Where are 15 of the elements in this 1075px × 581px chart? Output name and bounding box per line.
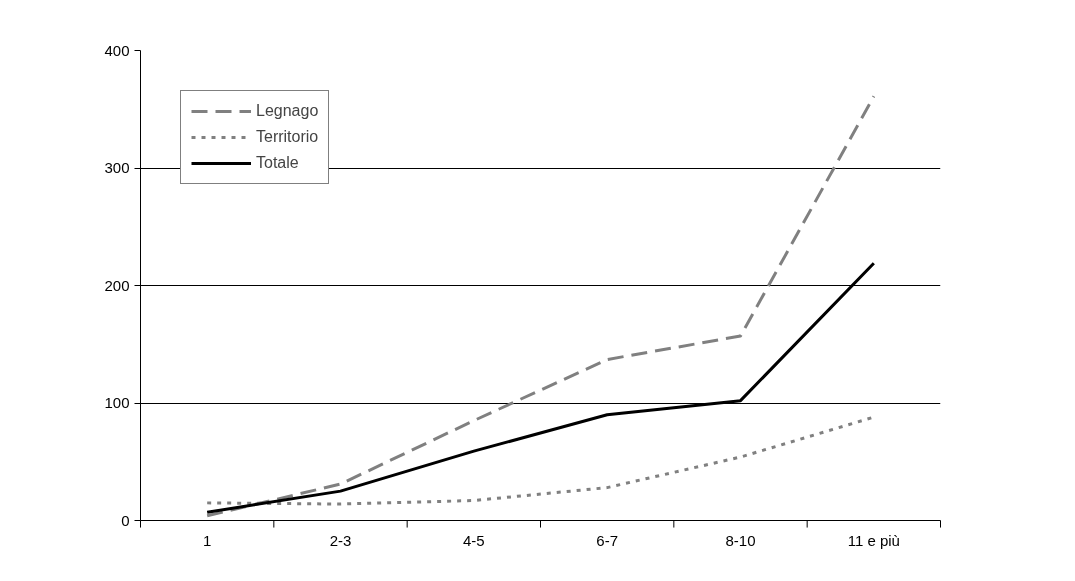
y-tick-label: 400 <box>104 41 130 59</box>
y-tick-label: 100 <box>104 394 130 411</box>
x-tick-label: 6-7 <box>596 531 619 549</box>
y-tick-label: 300 <box>104 159 130 176</box>
x-tick-label: 8-10 <box>725 531 756 549</box>
line-series <box>205 94 876 518</box>
legend-label: Territorio <box>256 128 319 146</box>
x-tick-label: 4-5 <box>462 531 485 549</box>
y-tick-label: 200 <box>104 276 130 294</box>
x-tick-label: 1 <box>203 531 212 549</box>
legend-label: Totale <box>256 154 299 172</box>
y-tick-label: 0 <box>121 511 130 529</box>
x-tick-label: 2-3 <box>329 531 352 549</box>
legend-label: Legnago <box>256 102 319 120</box>
x-tick-label: 11 e più <box>847 531 900 549</box>
